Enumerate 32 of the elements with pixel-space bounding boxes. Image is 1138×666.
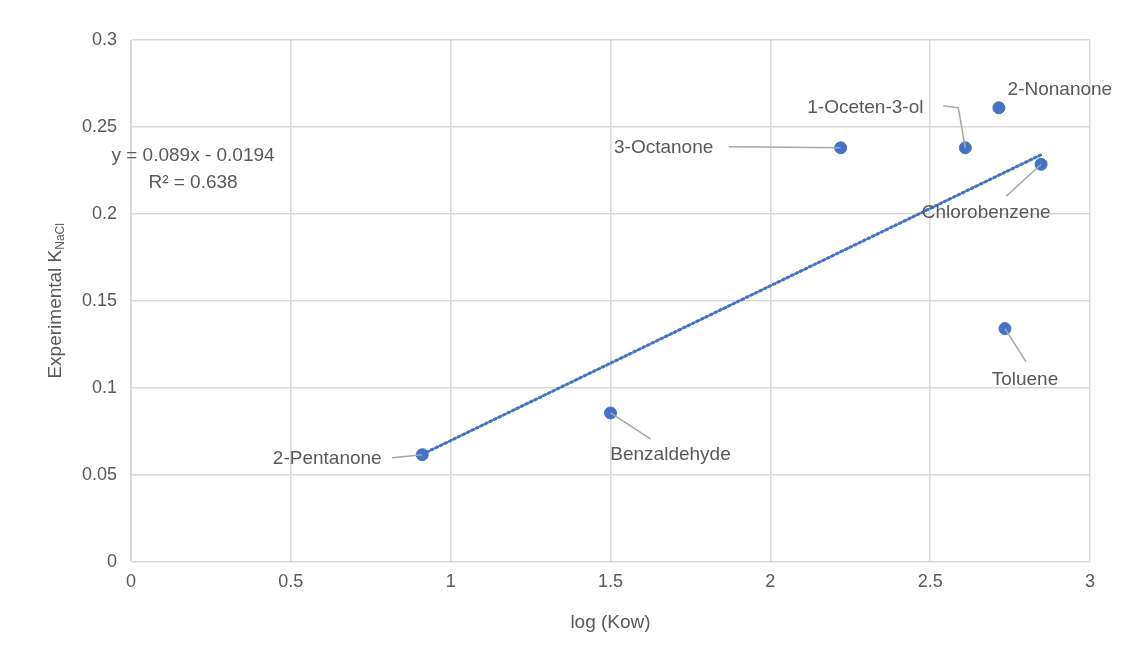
point bbox=[604, 406, 618, 420]
annotation: 3-Octanone bbox=[614, 136, 714, 158]
annotation: R² = 0.638 bbox=[148, 171, 238, 193]
annotation: 2-Nonanone bbox=[1007, 78, 1113, 100]
x-tick-label: 2.5 bbox=[917, 571, 943, 592]
annotation: y = 0.089x - 0.0194 bbox=[111, 144, 276, 166]
annotation: 1-Oceten-3-ol bbox=[807, 96, 924, 118]
x-tick-label: 0 bbox=[126, 571, 137, 592]
x-tick-label: 0.5 bbox=[278, 571, 304, 592]
x-axis-title: log (Kow) bbox=[570, 610, 651, 632]
point bbox=[834, 141, 848, 155]
y-tick-label: 0.2 bbox=[92, 202, 118, 223]
point bbox=[1034, 157, 1048, 171]
y-tick-label: 0.1 bbox=[92, 376, 118, 397]
annotation: Chlorobenzene bbox=[921, 200, 1051, 222]
point bbox=[992, 101, 1006, 115]
x-tick-label: 1.5 bbox=[598, 571, 624, 592]
y-axis-title: Experimental KNaCl bbox=[44, 223, 68, 379]
y-tick-label: 0 bbox=[107, 550, 118, 571]
point bbox=[415, 448, 429, 462]
x-tick-label: 2 bbox=[765, 571, 776, 592]
annotation: Toluene bbox=[991, 367, 1059, 389]
y-tick-label: 0.25 bbox=[81, 115, 118, 136]
x-tick-label: 1 bbox=[445, 571, 456, 592]
point bbox=[998, 322, 1012, 336]
annotation: Benzaldehyde bbox=[610, 443, 731, 465]
x-tick-label: 3 bbox=[1084, 571, 1096, 592]
y-tick-label: 0.15 bbox=[81, 289, 118, 310]
y-tick-label: 0.05 bbox=[81, 463, 118, 484]
point bbox=[958, 141, 972, 155]
y-tick-label: 0.3 bbox=[92, 28, 118, 49]
annotation: 2-Pentanone bbox=[272, 446, 382, 468]
